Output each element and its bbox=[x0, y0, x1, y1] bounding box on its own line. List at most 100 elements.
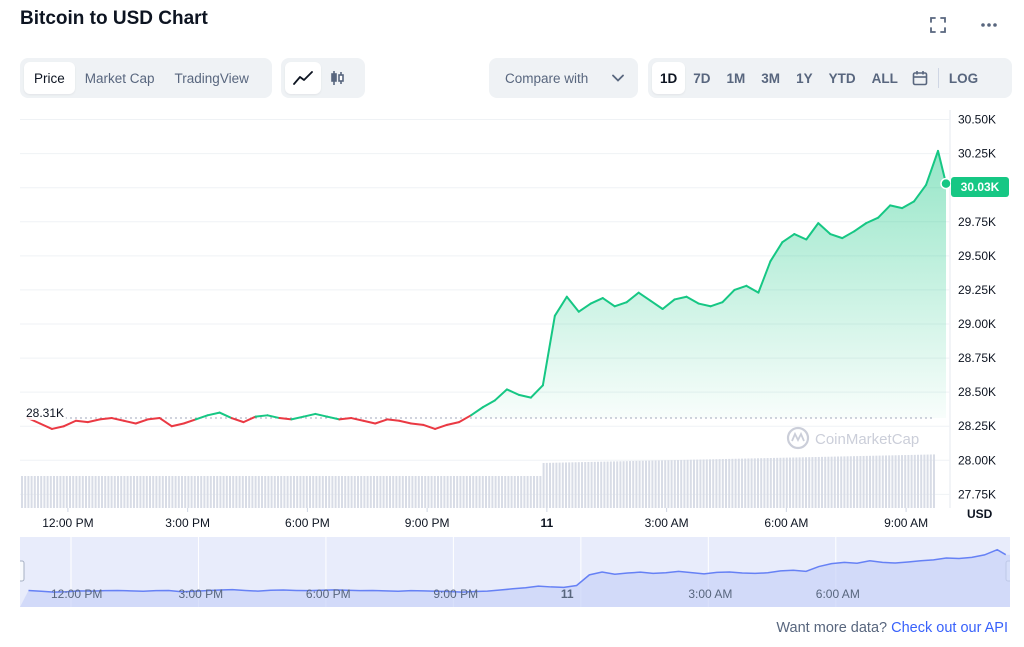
volume-bar bbox=[81, 476, 84, 508]
date-range-button[interactable] bbox=[906, 62, 934, 94]
price-line-segment bbox=[230, 417, 245, 424]
volume-bar bbox=[549, 462, 551, 508]
volume-bar bbox=[709, 459, 711, 508]
tab-market-cap[interactable]: Market Cap bbox=[84, 70, 155, 86]
volume-bar bbox=[142, 476, 145, 508]
range-1d[interactable]: 1D bbox=[652, 62, 686, 94]
volume-bar bbox=[491, 476, 494, 508]
volume-bar bbox=[401, 476, 404, 508]
volume-bar bbox=[97, 476, 100, 508]
volume-bar bbox=[241, 476, 244, 508]
volume-bar bbox=[859, 456, 862, 508]
price-chart-svg: 30.50K30.25K30.00K29.75K29.50K29.25K29.0… bbox=[20, 110, 996, 530]
volume-bar bbox=[645, 460, 647, 508]
volume-bar bbox=[555, 462, 558, 508]
range-3m[interactable]: 3M bbox=[761, 70, 781, 86]
volume-bar bbox=[635, 460, 638, 508]
range-divider bbox=[937, 68, 939, 88]
navigator-left-handle[interactable] bbox=[20, 560, 25, 582]
volume-bar bbox=[91, 476, 94, 508]
volume-bar bbox=[120, 476, 123, 508]
compare-with-dropdown[interactable]: Compare with bbox=[489, 58, 638, 98]
volume-bar bbox=[43, 476, 46, 508]
range-navigator[interactable]: 12:00 PM 3:00 PM 6:00 PM 9:00 PM 11 3:00 AM 6:… bbox=[20, 537, 1010, 607]
log-scale-toggle[interactable]: LOG bbox=[948, 70, 979, 86]
api-link[interactable]: Check out our API bbox=[891, 620, 1008, 636]
price-line-segment bbox=[374, 418, 389, 425]
more-options-icon[interactable] bbox=[976, 12, 1002, 38]
volume-bar bbox=[597, 461, 599, 508]
volume-bar bbox=[331, 476, 334, 508]
volume-bar bbox=[33, 476, 36, 508]
volume-bar bbox=[737, 458, 740, 508]
price-line-segment bbox=[553, 295, 568, 317]
volume-bar bbox=[837, 456, 839, 508]
volume-bar bbox=[443, 476, 446, 508]
price-line-segment bbox=[98, 417, 113, 421]
volume-bar bbox=[904, 455, 907, 508]
volume-bar bbox=[849, 456, 852, 508]
volume-bar bbox=[225, 476, 228, 508]
volume-bar bbox=[392, 476, 395, 508]
x-tick-label: 3:00 AM bbox=[645, 516, 689, 530]
volume-bar bbox=[808, 457, 811, 508]
range-1y[interactable]: 1Y bbox=[796, 70, 813, 86]
volume-bar bbox=[600, 461, 603, 508]
volume-bar bbox=[459, 476, 462, 508]
price-line-segment bbox=[74, 419, 89, 424]
compare-with-label: Compare with bbox=[505, 70, 589, 86]
candlestick-button[interactable] bbox=[321, 62, 355, 94]
y-tick-label: 28.25K bbox=[958, 419, 996, 433]
y-tick-label: 29.00K bbox=[958, 317, 996, 331]
volume-bar bbox=[267, 476, 270, 508]
price-line-segment bbox=[517, 393, 532, 399]
volume-bar bbox=[497, 476, 500, 508]
volume-bar bbox=[337, 476, 340, 508]
volume-bar bbox=[94, 476, 97, 508]
volume-bar bbox=[113, 476, 116, 508]
volume-bar bbox=[421, 476, 423, 508]
volume-bar bbox=[584, 462, 587, 508]
volume-bar bbox=[161, 476, 164, 508]
volume-bar bbox=[545, 462, 548, 508]
range-7d[interactable]: 7D bbox=[693, 70, 711, 86]
y-tick-label: 28.50K bbox=[958, 385, 996, 399]
volume-bar bbox=[862, 455, 865, 508]
volume-bar bbox=[347, 476, 350, 508]
volume-bar bbox=[507, 476, 510, 508]
volume-bar bbox=[885, 455, 887, 508]
volume-bar bbox=[891, 455, 894, 508]
price-line-segment bbox=[529, 384, 544, 399]
line-chart-button[interactable] bbox=[285, 62, 321, 94]
footer-prefix: Want more data? bbox=[776, 620, 892, 636]
volume-bar bbox=[126, 476, 129, 508]
volume-bar bbox=[136, 476, 139, 508]
start-price-label: 28.31K bbox=[24, 406, 67, 420]
price-line-segment bbox=[38, 422, 53, 430]
volume-bar bbox=[667, 460, 670, 508]
volume-bar bbox=[878, 455, 881, 508]
volume-bar bbox=[565, 462, 567, 508]
volume-bar bbox=[430, 476, 433, 508]
volume-bar bbox=[296, 476, 299, 508]
price-chart[interactable]: 30.50K30.25K30.00K29.75K29.50K29.25K29.0… bbox=[0, 110, 1024, 535]
volume-bar bbox=[24, 476, 27, 508]
fullscreen-icon[interactable] bbox=[925, 12, 951, 38]
price-line-segment bbox=[254, 414, 269, 418]
tab-tradingview[interactable]: TradingView bbox=[174, 70, 249, 86]
volume-bar bbox=[577, 462, 580, 508]
range-ytd[interactable]: YTD bbox=[828, 70, 856, 86]
candlestick-icon bbox=[331, 71, 344, 85]
volume-bar bbox=[424, 476, 427, 508]
volume-bar bbox=[165, 476, 167, 508]
y-tick-label: 29.25K bbox=[958, 283, 996, 297]
volume-bar bbox=[411, 476, 414, 508]
y-tick-label: 27.75K bbox=[958, 487, 996, 501]
volume-bar bbox=[30, 476, 33, 508]
tab-price[interactable]: Price bbox=[24, 62, 75, 94]
range-1m[interactable]: 1M bbox=[726, 70, 746, 86]
price-line-segment bbox=[422, 423, 437, 430]
range-all[interactable]: ALL bbox=[871, 70, 898, 86]
volume-bar bbox=[552, 462, 555, 508]
volume-bar bbox=[529, 476, 532, 508]
